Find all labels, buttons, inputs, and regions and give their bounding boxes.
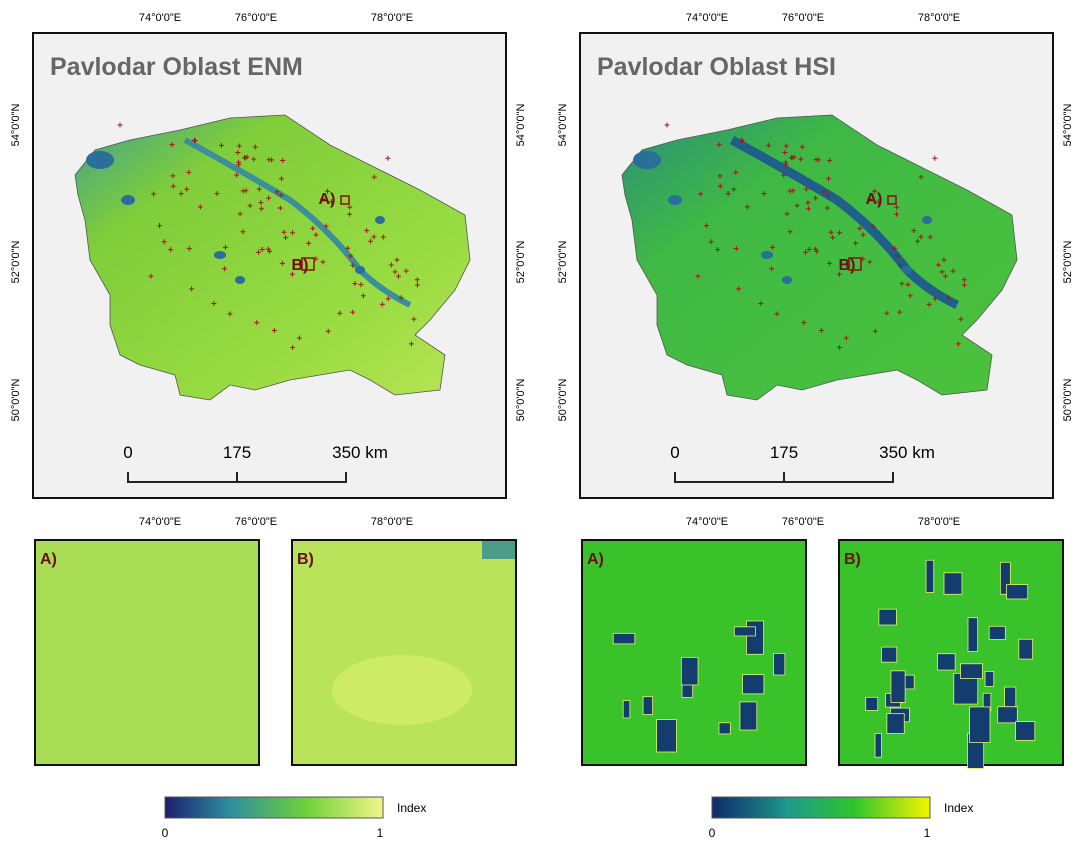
- legend-title: Index: [944, 801, 973, 815]
- lon-label: 76°0'0"E: [782, 12, 824, 24]
- lat-label: 50°0'0"N: [1062, 379, 1074, 422]
- field: [887, 714, 904, 734]
- field: [746, 621, 763, 654]
- inset: [35, 540, 259, 765]
- site-label: B): [839, 257, 856, 274]
- field: [938, 654, 956, 670]
- lon-label: 74°0'0"E: [139, 12, 181, 24]
- lake: [86, 151, 114, 169]
- site-label: A): [319, 191, 336, 208]
- lat-label: 52°0'0"N: [10, 241, 22, 284]
- lat-label: 54°0'0"N: [10, 104, 22, 147]
- lake: [902, 266, 912, 274]
- lat-label: 50°0'0"N: [557, 379, 569, 422]
- lake: [235, 276, 245, 284]
- lake: [633, 151, 661, 169]
- field: [985, 671, 994, 686]
- lat-label: 52°0'0"N: [557, 241, 569, 284]
- field: [926, 560, 934, 592]
- site-label: A): [866, 191, 883, 208]
- scale-label: 175: [770, 443, 798, 462]
- figure: Pavlodar Oblast ENM 74°0'0"E 74°0'0"E 76°0'…: [0, 0, 1089, 843]
- inset: [292, 540, 516, 765]
- legend-min: 0: [709, 826, 716, 840]
- map-title: Pavlodar Oblast ENM: [50, 53, 303, 81]
- patch: [332, 655, 472, 725]
- lon-label: 74°0'0"E: [686, 12, 728, 24]
- field: [866, 697, 878, 710]
- lat-label: 52°0'0"N: [1062, 241, 1074, 284]
- scale-label: 0: [670, 443, 679, 462]
- lon-label: 74°0'0"E: [139, 516, 181, 528]
- inset: [582, 540, 806, 765]
- inset-label: B): [297, 551, 314, 568]
- lat-label: 50°0'0"N: [10, 379, 22, 422]
- field: [968, 618, 978, 652]
- field: [613, 633, 635, 644]
- field: [881, 647, 896, 662]
- field: [879, 609, 897, 625]
- field: [1005, 687, 1016, 707]
- field: [657, 720, 677, 752]
- lake: [375, 216, 385, 224]
- map-title: Pavlodar Oblast HSI: [597, 53, 836, 81]
- field: [643, 697, 653, 715]
- scale-label: 350 km: [332, 443, 388, 462]
- lat-label: 50°0'0"N: [515, 379, 527, 422]
- lon-label: 76°0'0"E: [782, 516, 824, 528]
- field: [891, 671, 905, 703]
- legend-title: Index: [397, 801, 426, 815]
- field: [944, 573, 962, 595]
- lake: [355, 266, 365, 274]
- lake: [668, 195, 682, 205]
- lon-label: 78°0'0"E: [918, 516, 960, 528]
- legend-bar: [165, 797, 383, 818]
- lon-label: 78°0'0"E: [371, 516, 413, 528]
- field: [734, 627, 755, 636]
- inset-label: A): [587, 551, 604, 568]
- legend-max: 1: [924, 826, 931, 840]
- site-label: B): [292, 257, 309, 274]
- field: [875, 733, 882, 757]
- lake: [121, 195, 135, 205]
- field: [740, 702, 757, 730]
- field: [961, 664, 983, 679]
- lake: [761, 251, 773, 259]
- scale-label: 0: [123, 443, 132, 462]
- lake: [922, 216, 932, 224]
- lat-label: 54°0'0"N: [1062, 104, 1074, 147]
- lake: [214, 251, 226, 259]
- field: [719, 723, 730, 734]
- lat-label: 52°0'0"N: [515, 241, 527, 284]
- field: [1016, 722, 1035, 741]
- legend-max: 1: [377, 826, 384, 840]
- field: [623, 700, 630, 717]
- field: [970, 707, 990, 743]
- lon-label: 74°0'0"E: [686, 516, 728, 528]
- legend-bar: [712, 797, 930, 818]
- scale-label: 350 km: [879, 443, 935, 462]
- lon-label: 78°0'0"E: [371, 12, 413, 24]
- field: [1007, 585, 1028, 599]
- inset-label: B): [844, 551, 861, 568]
- lon-label: 78°0'0"E: [918, 12, 960, 24]
- lat-label: 54°0'0"N: [557, 104, 569, 147]
- lat-label: 54°0'0"N: [515, 104, 527, 147]
- inset-label: A): [40, 551, 57, 568]
- field: [681, 657, 698, 685]
- field: [743, 675, 764, 694]
- field: [998, 707, 1018, 723]
- field: [1019, 639, 1033, 659]
- scale-label: 175: [223, 443, 251, 462]
- lon-label: 76°0'0"E: [235, 516, 277, 528]
- field: [773, 653, 784, 675]
- lon-label: 76°0'0"E: [235, 12, 277, 24]
- lake: [782, 276, 792, 284]
- map-panel: Pavlodar Oblast HSI 74°0'0"E 74°0'0"E 76°0'…: [557, 12, 1074, 840]
- patch: [482, 541, 515, 559]
- legend-min: 0: [162, 826, 169, 840]
- map-panel: Pavlodar Oblast ENM 74°0'0"E 74°0'0"E 76°0'…: [10, 12, 527, 840]
- field: [989, 626, 1005, 639]
